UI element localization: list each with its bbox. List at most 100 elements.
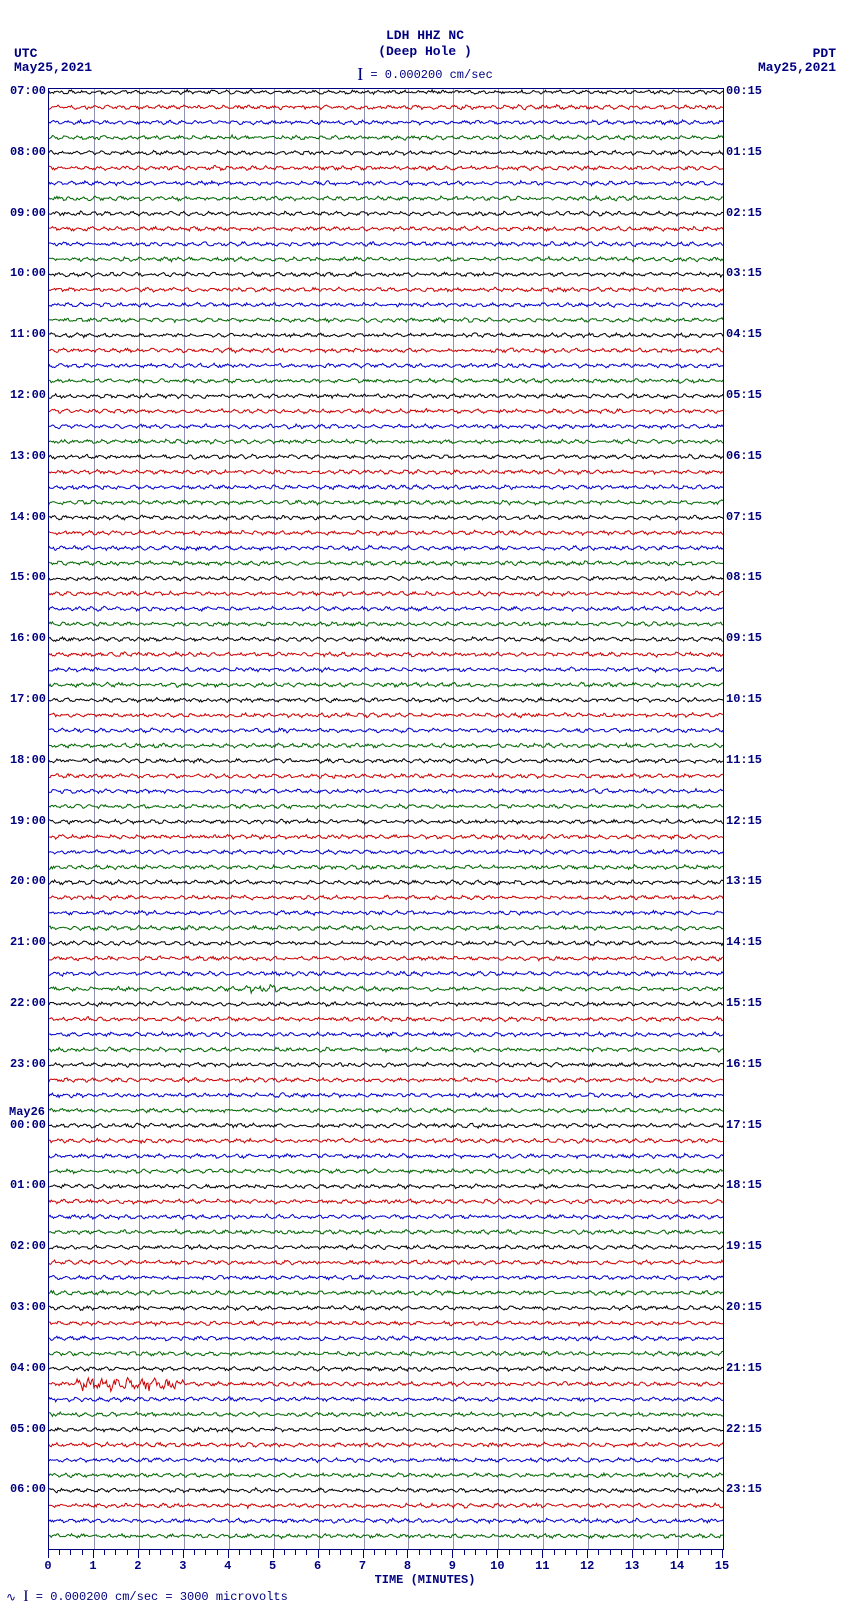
trace-row [49, 454, 723, 459]
x-tick [194, 1549, 195, 1555]
left-date-label: May26 [9, 1105, 45, 1119]
footer-scale: ∿ I = 0.000200 cm/sec = 3000 microvolts [6, 1587, 288, 1605]
x-tick [542, 1549, 543, 1558]
trace-row [49, 1230, 723, 1235]
trace-row [49, 424, 723, 429]
right-time-label: 13:15 [726, 874, 762, 888]
x-tick [160, 1549, 161, 1555]
x-tick-label: 14 [670, 1559, 684, 1573]
trace-row [49, 150, 723, 155]
trace-row [49, 1078, 723, 1083]
trace-row [49, 865, 723, 870]
right-time-label: 19:15 [726, 1239, 762, 1253]
trace-row [49, 302, 723, 307]
right-time-label: 20:15 [726, 1300, 762, 1314]
trace-row [49, 1367, 723, 1372]
x-tick-label: 2 [134, 1559, 141, 1573]
x-tick [632, 1549, 633, 1558]
trace-row [49, 515, 723, 520]
x-tick [273, 1549, 274, 1558]
x-tick [497, 1549, 498, 1558]
x-tick [441, 1549, 442, 1555]
right-time-label: 11:15 [726, 753, 762, 767]
trace-row [49, 409, 723, 414]
left-time-label: 22:00 [8, 996, 46, 1010]
trace-row [49, 287, 723, 292]
right-time-label: 23:15 [726, 1482, 762, 1496]
x-tick [115, 1549, 116, 1555]
x-tick [239, 1549, 240, 1555]
right-time-label: 09:15 [726, 631, 762, 645]
traces-svg [49, 89, 723, 1549]
x-tick-label: 6 [314, 1559, 321, 1573]
right-time-label: 08:15 [726, 570, 762, 584]
left-time-label: 04:00 [8, 1361, 46, 1375]
left-time-label: 01:00 [8, 1178, 46, 1192]
right-time-label: 02:15 [726, 206, 762, 220]
x-tick-label: 3 [179, 1559, 186, 1573]
trace-row [49, 895, 723, 900]
x-tick-label: 0 [44, 1559, 51, 1573]
trace-row [49, 211, 723, 216]
left-time-label: 14:00 [8, 510, 46, 524]
x-tick [700, 1549, 701, 1555]
scale-bar-glyph: I [357, 64, 363, 84]
x-tick [340, 1549, 341, 1555]
right-time-label: 06:15 [726, 449, 762, 463]
left-time-label: 05:00 [8, 1422, 46, 1436]
x-tick-label: 7 [359, 1559, 366, 1573]
trace-row [49, 1503, 723, 1508]
trace-row [49, 667, 723, 672]
tz-left-date: May25,2021 [14, 60, 92, 75]
x-tick [655, 1549, 656, 1555]
right-time-label: 22:15 [726, 1422, 762, 1436]
trace-row [49, 1412, 723, 1417]
trace-row [49, 1260, 723, 1265]
x-tick [531, 1549, 532, 1555]
left-time-label: 09:00 [8, 206, 46, 220]
x-tick [149, 1549, 150, 1555]
trace-row [49, 561, 723, 566]
x-tick [610, 1549, 611, 1555]
left-time-label: 11:00 [8, 327, 46, 341]
x-tick [520, 1549, 521, 1555]
trace-row [49, 591, 723, 596]
trace-row [49, 850, 723, 855]
trace-row [49, 318, 723, 323]
trace-row [49, 242, 723, 247]
left-time-label: 03:00 [8, 1300, 46, 1314]
trace-row [49, 1047, 723, 1052]
trace-row [49, 348, 723, 353]
trace-row [49, 1534, 723, 1539]
right-time-label: 10:15 [726, 692, 762, 706]
left-time-label: 18:00 [8, 753, 46, 767]
trace-row [49, 120, 723, 125]
trace-row [49, 105, 723, 110]
trace-row [49, 1442, 723, 1447]
trace-row [49, 439, 723, 444]
trace-row [49, 1093, 723, 1098]
x-tick [127, 1549, 128, 1555]
x-tick [598, 1549, 599, 1555]
scale-indicator: I = 0.000200 cm/sec [0, 62, 850, 83]
trace-row [49, 1032, 723, 1037]
x-tick [419, 1549, 420, 1555]
trace-row [49, 834, 723, 839]
trace-row [49, 804, 723, 809]
trace-row [49, 257, 723, 262]
right-time-label: 14:15 [726, 935, 762, 949]
trace-row [49, 880, 723, 885]
x-tick [205, 1549, 206, 1555]
tz-right-date: May25,2021 [758, 60, 836, 75]
x-tick [452, 1549, 453, 1558]
trace-row [49, 485, 723, 490]
x-tick [565, 1549, 566, 1555]
x-tick [430, 1549, 431, 1555]
x-tick [407, 1549, 408, 1558]
x-tick [643, 1549, 644, 1555]
trace-row [49, 1427, 723, 1432]
trace-row [49, 925, 723, 930]
x-tick [475, 1549, 476, 1555]
trace-row [49, 1169, 723, 1174]
x-tick [284, 1549, 285, 1555]
